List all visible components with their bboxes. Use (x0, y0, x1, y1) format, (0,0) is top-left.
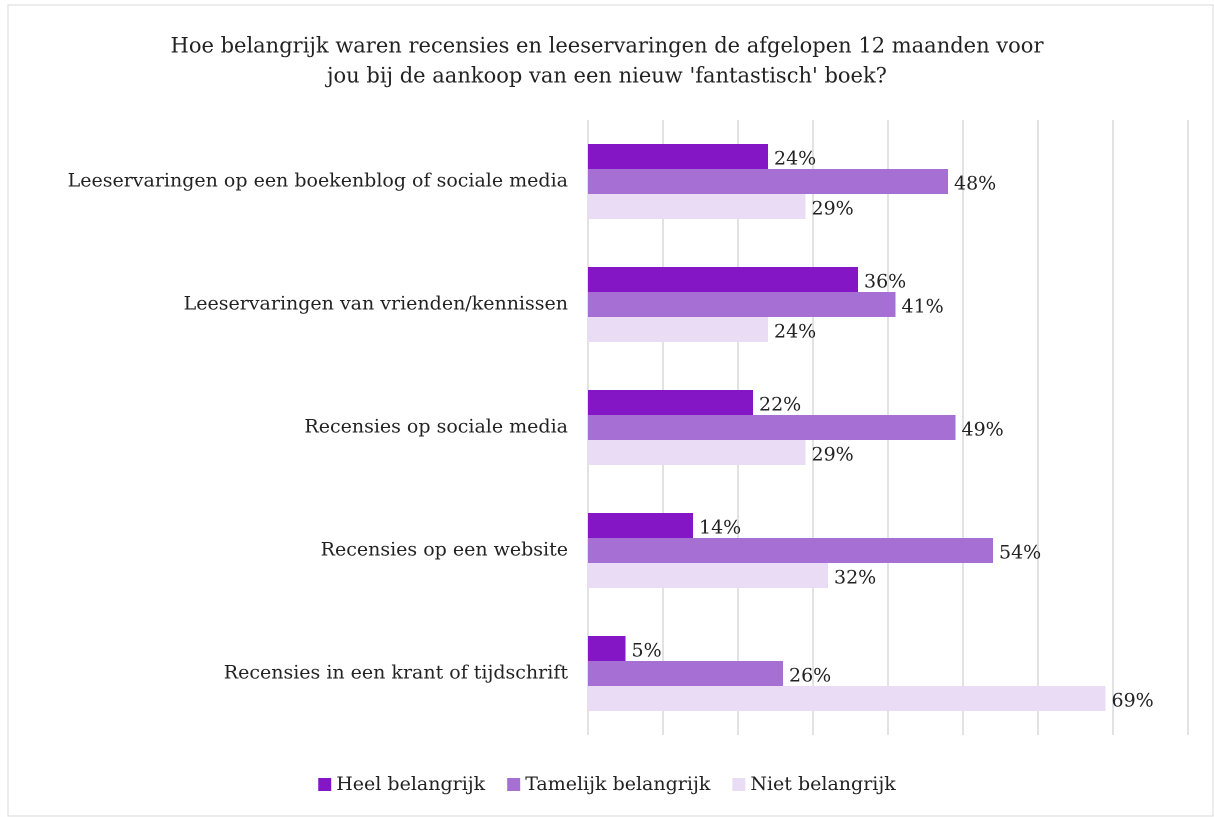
legend-swatch (732, 778, 746, 791)
value-label: 54% (999, 542, 1041, 564)
chart-title: jou bij de aankoop van een nieuw 'fantas… (324, 64, 887, 88)
bar (588, 194, 806, 219)
bar (588, 686, 1106, 711)
bar (588, 661, 783, 686)
value-label: 24% (774, 321, 816, 343)
legend-label: Heel belangrijk (336, 773, 485, 795)
bar (588, 267, 858, 292)
value-label: 36% (864, 271, 906, 293)
bar (588, 317, 768, 342)
value-label: 14% (699, 517, 741, 539)
value-label: 41% (902, 296, 944, 318)
bar (588, 390, 753, 415)
category-label: Leeservaringen op een boekenblog of soci… (68, 170, 568, 192)
legend-swatch (507, 778, 521, 791)
bar (588, 538, 993, 563)
bar (588, 563, 828, 588)
bar (588, 169, 948, 194)
value-label: 49% (962, 419, 1004, 441)
bar (588, 636, 626, 661)
category-label: Recensies op een website (321, 539, 568, 561)
legend-label: Tamelijk belangrijk (525, 773, 711, 795)
legend-swatch (318, 778, 332, 791)
value-label: 26% (789, 665, 831, 687)
bar (588, 292, 896, 317)
chart-title: Hoe belangrijk waren recensies en leeser… (171, 34, 1045, 58)
value-label: 69% (1112, 690, 1154, 712)
value-label: 48% (954, 173, 996, 195)
category-label: Recensies op sociale media (304, 416, 568, 438)
bar (588, 513, 693, 538)
bar (588, 415, 956, 440)
value-label: 29% (812, 444, 854, 466)
value-label: 22% (759, 394, 801, 416)
value-label: 32% (834, 567, 876, 589)
value-label: 29% (812, 198, 854, 220)
bar (588, 440, 806, 465)
value-label: 5% (632, 640, 662, 662)
bar (588, 144, 768, 169)
legend-label: Niet belangrijk (750, 773, 896, 795)
category-label: Leeservaringen van vrienden/kennissen (184, 293, 568, 315)
value-label: 24% (774, 148, 816, 170)
category-label: Recensies in een krant of tijdschrift (224, 662, 569, 684)
